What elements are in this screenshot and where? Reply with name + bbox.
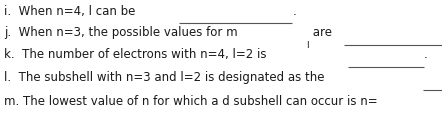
Text: .: . <box>424 48 427 61</box>
Text: i.  When n=4, l can be: i. When n=4, l can be <box>4 4 140 18</box>
Text: j.  When n=3, the possible values for m: j. When n=3, the possible values for m <box>4 26 238 39</box>
Text: are: are <box>309 26 336 39</box>
Text: l: l <box>306 41 309 50</box>
Text: .: . <box>293 4 296 18</box>
Text: m. The lowest value of n for which a d subshell can occur is n=: m. The lowest value of n for which a d s… <box>4 95 378 108</box>
Text: k.  The number of electrons with n=4, l=2 is: k. The number of electrons with n=4, l=2… <box>4 48 271 61</box>
Text: l.  The subshell with n=3 and l=2 is designated as the: l. The subshell with n=3 and l=2 is desi… <box>4 71 329 84</box>
